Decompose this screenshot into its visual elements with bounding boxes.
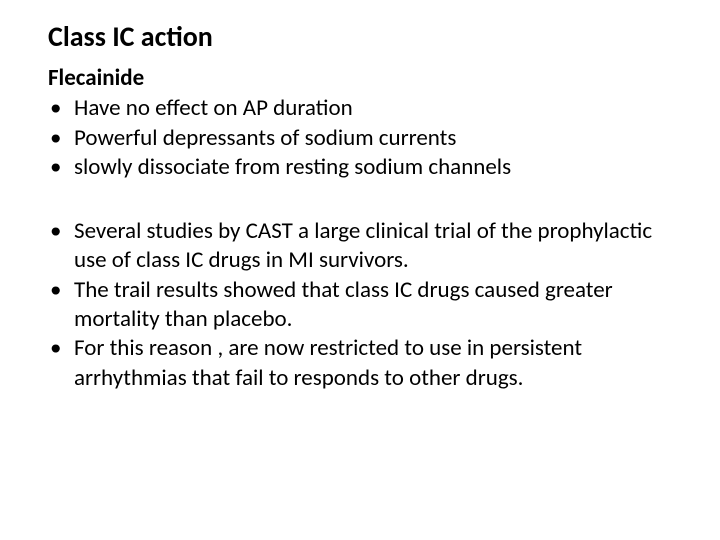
bullet-block-bottom: Several studies by CAST a large clinical…: [48, 217, 672, 394]
list-item: The trail results showed that class IC d…: [48, 276, 672, 335]
block-gap: [48, 183, 672, 217]
drug-subhead: Flecainide: [48, 64, 672, 93]
list-item: Several studies by CAST a large clinical…: [48, 217, 672, 276]
slide: Class IC action Flecainide Have no effec…: [0, 0, 720, 540]
list-item: For this reason , are now restricted to …: [48, 334, 672, 393]
slide-title: Class IC action: [48, 20, 672, 54]
list-item: Have no effect on AP duration: [48, 94, 672, 123]
list-item: Powerful depressants of sodium currents: [48, 124, 672, 153]
list-item: slowly dissociate from resting sodium ch…: [48, 153, 672, 182]
bullet-block-top: Have no effect on AP duration Powerful d…: [48, 94, 672, 182]
